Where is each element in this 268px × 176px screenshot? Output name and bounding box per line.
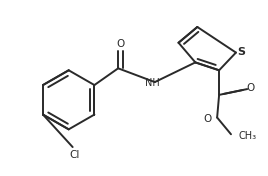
Text: Cl: Cl: [69, 150, 80, 160]
Text: O: O: [116, 39, 124, 49]
Text: S: S: [237, 47, 245, 56]
Text: NH: NH: [146, 78, 160, 88]
Text: O: O: [203, 115, 211, 124]
Text: O: O: [247, 83, 255, 93]
Text: CH₃: CH₃: [239, 131, 257, 141]
